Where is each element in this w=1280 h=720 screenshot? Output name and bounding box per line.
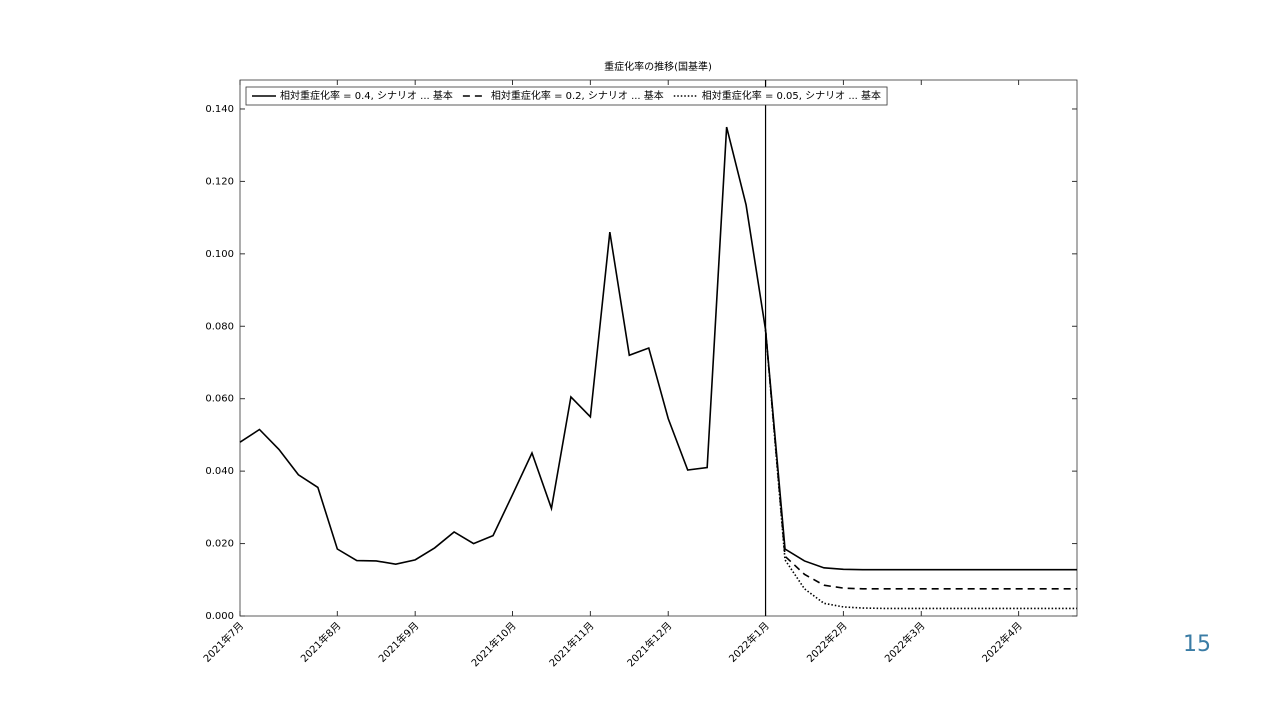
legend-box: [245, 86, 888, 106]
legend-label: 相対重症化率 = 0.05, シナリオ ... 基本: [702, 89, 881, 102]
data-line: [764, 329, 1077, 610]
legend-label: 相対重症化率 = 0.2, シナリオ ... 基本: [491, 89, 664, 102]
y-tick-label: 0.060: [205, 394, 234, 405]
y-tick-label: 0.080: [205, 321, 234, 332]
y-tick-label: 0.000: [205, 611, 234, 622]
y-tick-label: 0.140: [205, 104, 234, 115]
y-tick-label: 0.100: [205, 249, 234, 260]
legend-label: 相対重症化率 = 0.4, シナリオ ... 基本: [280, 89, 453, 102]
y-tick-label: 0.120: [205, 176, 234, 187]
data-line: [764, 329, 1077, 590]
chart-title: 重症化率の推移(国基準): [604, 60, 712, 73]
plot-frame: [239, 79, 1078, 617]
y-tick-label: 0.040: [205, 466, 234, 477]
y-tick-label: 0.020: [205, 539, 234, 550]
data-line: [239, 126, 1077, 571]
page-number: 15: [1183, 632, 1211, 657]
